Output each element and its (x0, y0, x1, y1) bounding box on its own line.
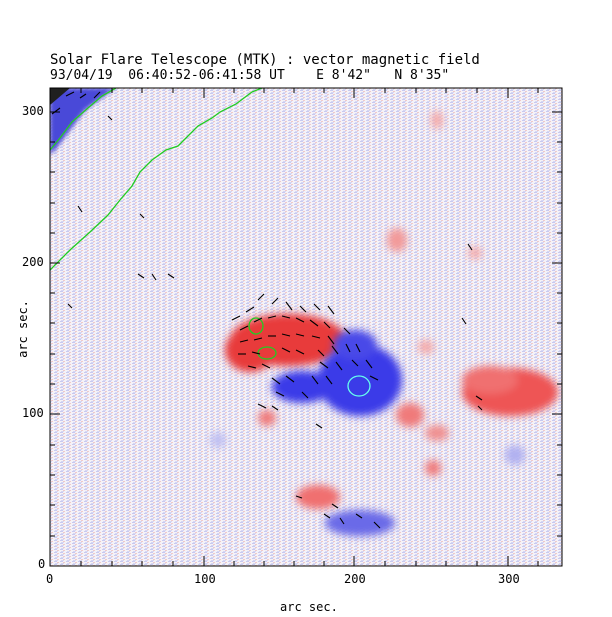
y-tick-label-0: 0 (38, 557, 46, 571)
observation-date: 93/04/19 (50, 68, 113, 83)
positive-small-6 (425, 460, 441, 476)
contour-lines (50, 88, 371, 397)
negative-polarity-regions (210, 330, 525, 536)
plot-frame (49, 87, 563, 567)
positive-small-5 (296, 485, 340, 509)
positive-polarity-regions (225, 111, 558, 509)
limb-contour-outer (50, 88, 263, 271)
transverse-vectors (51, 91, 483, 529)
y-axis-label: arc sec. (15, 300, 30, 358)
negative-main-region (318, 344, 402, 416)
observation-position: E 8'42" N 8'35" (316, 68, 450, 83)
field-map (50, 88, 562, 566)
positive-small-2 (425, 425, 449, 441)
contour-sunspot-1 (248, 317, 264, 335)
x-tick-label-0: 0 (46, 572, 54, 586)
negative-main-region-west (272, 371, 332, 403)
observation-time: 06:40:52-06:41:58 UT (128, 68, 285, 83)
negative-small-1 (505, 445, 525, 465)
axis-ticks (49, 88, 562, 567)
limb-dark-corner (50, 88, 70, 105)
limb-negative-region (50, 88, 115, 155)
positive-small-8 (418, 340, 434, 354)
x-tick-label-200: 200 (344, 572, 366, 586)
axis-minor-ticks (50, 88, 562, 566)
x-tick-label-300: 300 (498, 572, 520, 586)
figure-title: Solar Flare Telescope (MTK) : vector mag… (50, 52, 480, 68)
negative-main-region-north (333, 330, 377, 360)
y-tick-label-200: 200 (22, 255, 44, 269)
x-tick-label-100: 100 (194, 572, 216, 586)
x-axis-label: arc sec. (280, 600, 338, 614)
limb-contour-inner (50, 88, 117, 151)
figure-subtitle: 93/04/19 06:40:52-06:41:58 UT E 8'42" N … (50, 68, 449, 83)
negative-south-region (325, 510, 395, 536)
positive-small-7 (431, 111, 443, 129)
positive-east-region-2 (462, 366, 518, 394)
positive-small-4 (258, 410, 276, 426)
positive-small-9 (468, 247, 482, 259)
contour-sunspot-3 (347, 375, 371, 397)
y-tick-label-100: 100 (22, 406, 44, 420)
positive-small-1 (396, 403, 424, 427)
y-tick-label-300: 300 (22, 104, 44, 118)
positive-small-3 (387, 228, 407, 252)
negative-small-2 (210, 432, 226, 448)
positive-main-region-west (225, 328, 275, 372)
